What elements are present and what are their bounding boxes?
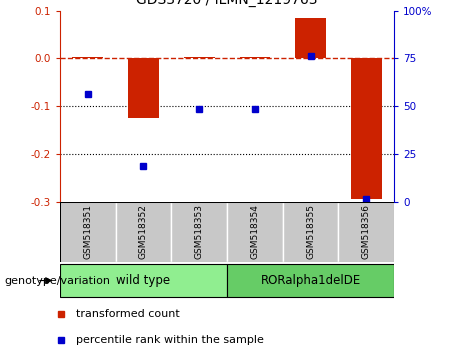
Text: transformed count: transformed count [76, 309, 179, 320]
Bar [184, 57, 214, 58]
Text: GSM518353: GSM518353 [195, 204, 204, 259]
Text: GSM518354: GSM518354 [250, 204, 260, 259]
Text: GSM518355: GSM518355 [306, 204, 315, 259]
FancyBboxPatch shape [60, 264, 227, 297]
Bar [351, 58, 382, 199]
Text: GSM518356: GSM518356 [362, 204, 371, 259]
FancyBboxPatch shape [283, 202, 338, 262]
FancyBboxPatch shape [116, 202, 171, 262]
Text: RORalpha1delDE: RORalpha1delDE [260, 274, 361, 287]
Text: GSM518351: GSM518351 [83, 204, 92, 259]
FancyBboxPatch shape [171, 202, 227, 262]
Bar [296, 18, 326, 58]
FancyBboxPatch shape [338, 202, 394, 262]
Text: percentile rank within the sample: percentile rank within the sample [76, 335, 264, 345]
Bar [128, 58, 159, 118]
Text: genotype/variation: genotype/variation [5, 275, 111, 286]
FancyBboxPatch shape [227, 202, 283, 262]
FancyBboxPatch shape [60, 202, 116, 262]
FancyBboxPatch shape [227, 264, 394, 297]
Bar [72, 57, 103, 58]
Title: GDS3720 / ILMN_1219763: GDS3720 / ILMN_1219763 [136, 0, 318, 7]
Bar [240, 57, 270, 58]
Text: wild type: wild type [117, 274, 171, 287]
Text: GSM518352: GSM518352 [139, 204, 148, 259]
